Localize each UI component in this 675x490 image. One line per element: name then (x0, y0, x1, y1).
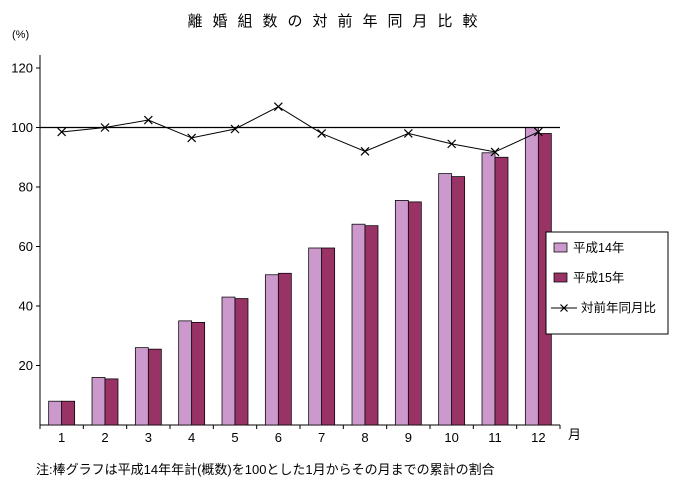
x-tick-label: 6 (275, 430, 282, 445)
bar-s1-m11 (481, 152, 496, 426)
y-axis-ticks: 20 40 60 80 100 120 (11, 61, 40, 373)
bar-s1-m2 (91, 377, 106, 426)
y-tick-label: 100 (11, 120, 33, 135)
bar-s1-m5 (221, 296, 236, 426)
x-tick-label: 2 (101, 430, 108, 445)
x-axis-ticks: 1 2 3 4 5 6 7 8 9 10 11 12 月 (39, 425, 581, 445)
chart-title: 離婚組数の対前年同月比較 (187, 13, 488, 30)
x-marker (403, 129, 413, 138)
bar-s2-m5 (234, 298, 249, 426)
y-tick-label: 20 (19, 358, 33, 373)
x-marker (447, 139, 457, 149)
line-series (57, 102, 543, 157)
x-marker (360, 146, 370, 156)
x-tick-label: 12 (531, 430, 545, 445)
x-tick-label: 10 (444, 430, 458, 445)
x-tick-label: 4 (188, 430, 195, 445)
x-tick-label: 8 (361, 430, 368, 445)
bar-s2-m3 (147, 348, 162, 426)
bar-s2-m4 (191, 321, 206, 426)
bar-s1-m12 (524, 127, 539, 426)
x-tick-label: 7 (318, 430, 325, 445)
y-tick-label: 40 (19, 299, 33, 314)
bar-s1-m10 (438, 173, 453, 426)
bar-s1-m8 (351, 223, 366, 426)
legend-label: 対前年同月比 (581, 300, 656, 315)
bar-s2-m10 (451, 176, 466, 426)
x-marker (490, 147, 500, 157)
legend-x-marker (560, 304, 568, 312)
bar-s2-m11 (494, 156, 509, 426)
x-marker (100, 123, 110, 132)
ratio-line (61, 106, 539, 153)
x-tick-label: 1 (58, 430, 65, 445)
bar-s2-m9 (407, 201, 422, 426)
bar-s2-m6 (277, 272, 292, 426)
x-axis-unit-label: 月 (568, 427, 581, 442)
x-tick-label: 9 (405, 430, 412, 445)
bar-series-2 (61, 133, 552, 426)
bar-s2-m1 (61, 400, 76, 426)
y-tick-label: 120 (11, 61, 33, 76)
bar-s2-m8 (364, 225, 379, 426)
bar-s2-m2 (104, 378, 119, 426)
x-marker (273, 102, 283, 112)
bar-series-1 (48, 127, 539, 426)
x-tick-label: 5 (231, 430, 238, 445)
legend-label: 平成14年 (573, 241, 624, 255)
x-marker (57, 127, 67, 137)
bar-s1-m9 (394, 200, 409, 426)
bar-s1-m6 (264, 274, 279, 426)
x-marker (143, 115, 153, 125)
bar-s2-m7 (321, 247, 336, 426)
x-marker (317, 129, 327, 138)
chart-footnote: 注:棒グラフは平成14年年計(概数)を100とした1月からその月までの累計の割合 (36, 462, 495, 477)
legend-swatch (553, 242, 568, 253)
bar-s1-m4 (178, 320, 193, 426)
x-tick-label: 11 (488, 430, 502, 445)
x-marker (187, 133, 197, 143)
bar-s1-m3 (134, 347, 149, 426)
x-marker (230, 124, 240, 134)
bar-s1-m1 (48, 400, 63, 426)
x-tick-label: 3 (145, 430, 152, 445)
bar-s1-m7 (308, 247, 323, 426)
x-marker (533, 127, 543, 137)
y-axis-unit-label: (%) (12, 29, 30, 41)
legend-label: 平成15年 (573, 271, 624, 285)
legend-swatch (553, 272, 568, 283)
y-tick-label: 60 (19, 239, 33, 254)
y-tick-label: 80 (19, 180, 33, 195)
